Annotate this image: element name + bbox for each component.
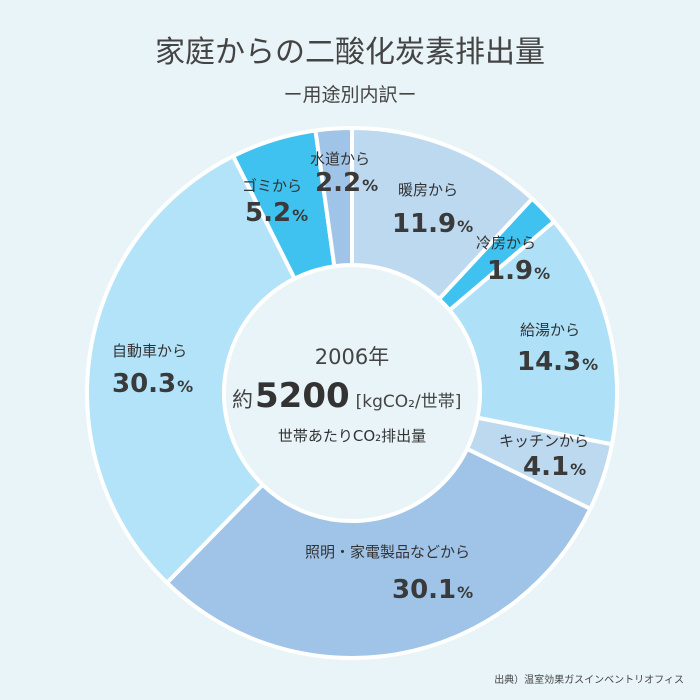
slice-4 <box>164 446 593 660</box>
slice-value-0: 11.9% <box>392 209 473 239</box>
slice-label-6: ゴミから <box>242 177 302 195</box>
slice-5 <box>85 154 297 585</box>
svg-text:約5200[kgCO₂/世帯]: 約5200 [kgCO₂/世帯] <box>232 376 461 416</box>
slice-7 <box>313 126 354 269</box>
slice-value-3: 4.1% <box>523 452 586 482</box>
slice-value-4: 30.1% <box>392 575 473 605</box>
slice-label-0: 暖房から <box>398 181 458 199</box>
source-note: 出典）温室効果ガスインベントリオフィス <box>494 673 684 686</box>
center-year: 2006年 <box>315 345 389 369</box>
slice-value-5: 30.3% <box>112 369 193 399</box>
slice-value-6: 5.2% <box>245 198 308 228</box>
slice-value-2: 14.3% <box>517 347 598 377</box>
center-value: 5200 <box>255 376 350 416</box>
slice-label-2: 給湯から <box>520 321 580 339</box>
center-total: 約5200 [kgCO₂/世帯] <box>232 376 461 416</box>
center-prefix: 約 <box>232 388 253 412</box>
slice-value-7: 2.2% <box>315 168 378 198</box>
center-caption: 世帯あたりCO₂排出量 <box>278 427 426 445</box>
chart-title: 家庭からの二酸化炭素排出量 <box>155 35 545 70</box>
center-unit: [kgCO₂/世帯] <box>356 392 462 412</box>
slice-value-1: 1.9% <box>487 256 550 286</box>
chart-subtitle: ー用途別内訳ー <box>283 84 416 106</box>
slice-label-7: 水道から <box>310 150 370 168</box>
slice-label-1: 冷房から <box>476 234 536 252</box>
slice-label-4: 照明・家電製品などから <box>305 543 470 561</box>
slice-label-5: 自動車から <box>112 342 187 360</box>
slice-2 <box>447 219 619 447</box>
slice-label-3: キッチンから <box>499 432 589 450</box>
donut-slices <box>85 126 619 660</box>
slice-labels: 暖房から 11.9%冷房から 1.9% 給湯から 14.3% キッチンから 4.1% 照明・家… <box>112 150 598 605</box>
